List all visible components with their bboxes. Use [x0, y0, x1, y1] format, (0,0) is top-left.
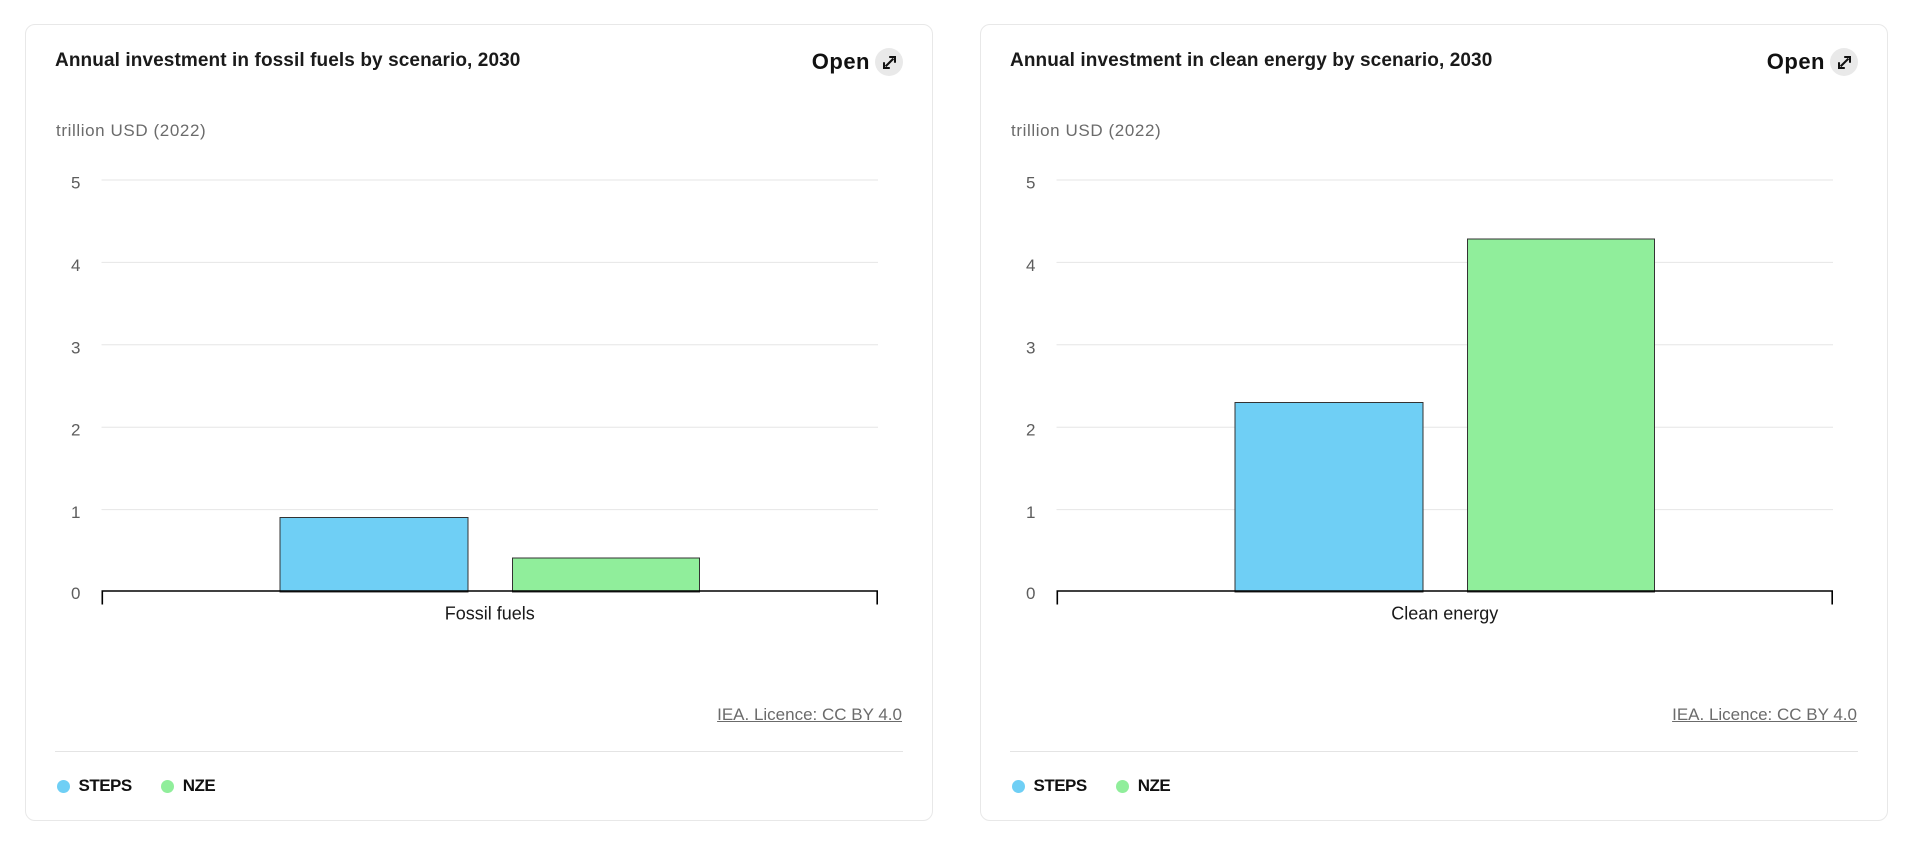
- svg-text:2: 2: [1026, 421, 1035, 440]
- svg-text:0: 0: [1026, 584, 1035, 603]
- svg-text:5: 5: [1026, 174, 1035, 193]
- svg-text:1: 1: [71, 503, 80, 522]
- svg-text:4: 4: [1026, 256, 1035, 275]
- svg-text:Clean energy: Clean energy: [1391, 603, 1498, 623]
- svg-text:2: 2: [71, 421, 80, 440]
- svg-text:1: 1: [1026, 503, 1035, 522]
- svg-text:0: 0: [71, 584, 80, 603]
- svg-text:3: 3: [71, 338, 80, 357]
- svg-text:5: 5: [71, 174, 80, 193]
- svg-text:3: 3: [1026, 338, 1035, 357]
- svg-text:4: 4: [71, 256, 80, 275]
- svg-text:Fossil fuels: Fossil fuels: [445, 603, 535, 623]
